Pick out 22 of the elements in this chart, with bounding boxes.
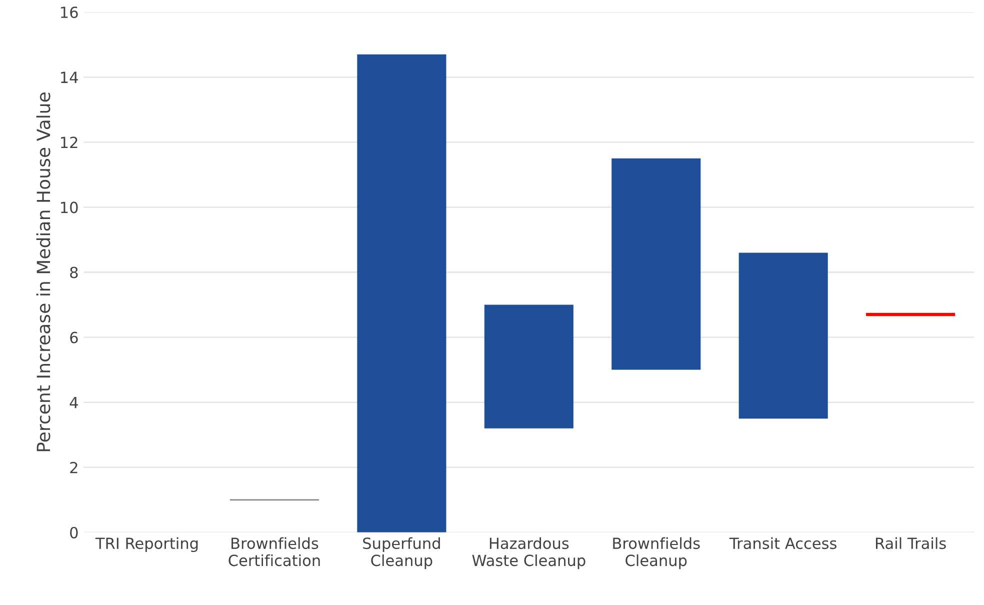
y-tick-label: 0 bbox=[70, 526, 78, 538]
bar bbox=[612, 158, 701, 370]
x-tick-label: Superfund Cleanup bbox=[363, 537, 440, 570]
x-tick-label: Hazardous Waste Cleanup bbox=[472, 537, 586, 570]
x-tick-label: Transit Access bbox=[729, 537, 836, 550]
x-tick-label: Brownfields Cleanup bbox=[613, 537, 700, 570]
y-tick-label: 14 bbox=[61, 72, 78, 83]
bar bbox=[357, 54, 446, 532]
x-tick-label: Brownfields Certification bbox=[228, 537, 320, 566]
bar bbox=[484, 304, 574, 428]
y-axis-title: Percent Increase in Median House Value bbox=[36, 92, 50, 452]
y-tick-label: 8 bbox=[70, 266, 78, 278]
bar bbox=[866, 312, 956, 316]
y-tick-label: 12 bbox=[61, 136, 78, 148]
y-tick-label: 10 bbox=[61, 202, 78, 214]
x-tick-label: Rail Trails bbox=[876, 537, 946, 550]
y-tick-label: 6 bbox=[70, 332, 78, 344]
y-tick-label: 4 bbox=[70, 396, 78, 408]
y-tick-label: 2 bbox=[70, 462, 78, 474]
bar bbox=[738, 252, 828, 419]
x-tick-label: TRI Reporting bbox=[95, 537, 198, 552]
y-tick-label: 16 bbox=[61, 6, 78, 18]
